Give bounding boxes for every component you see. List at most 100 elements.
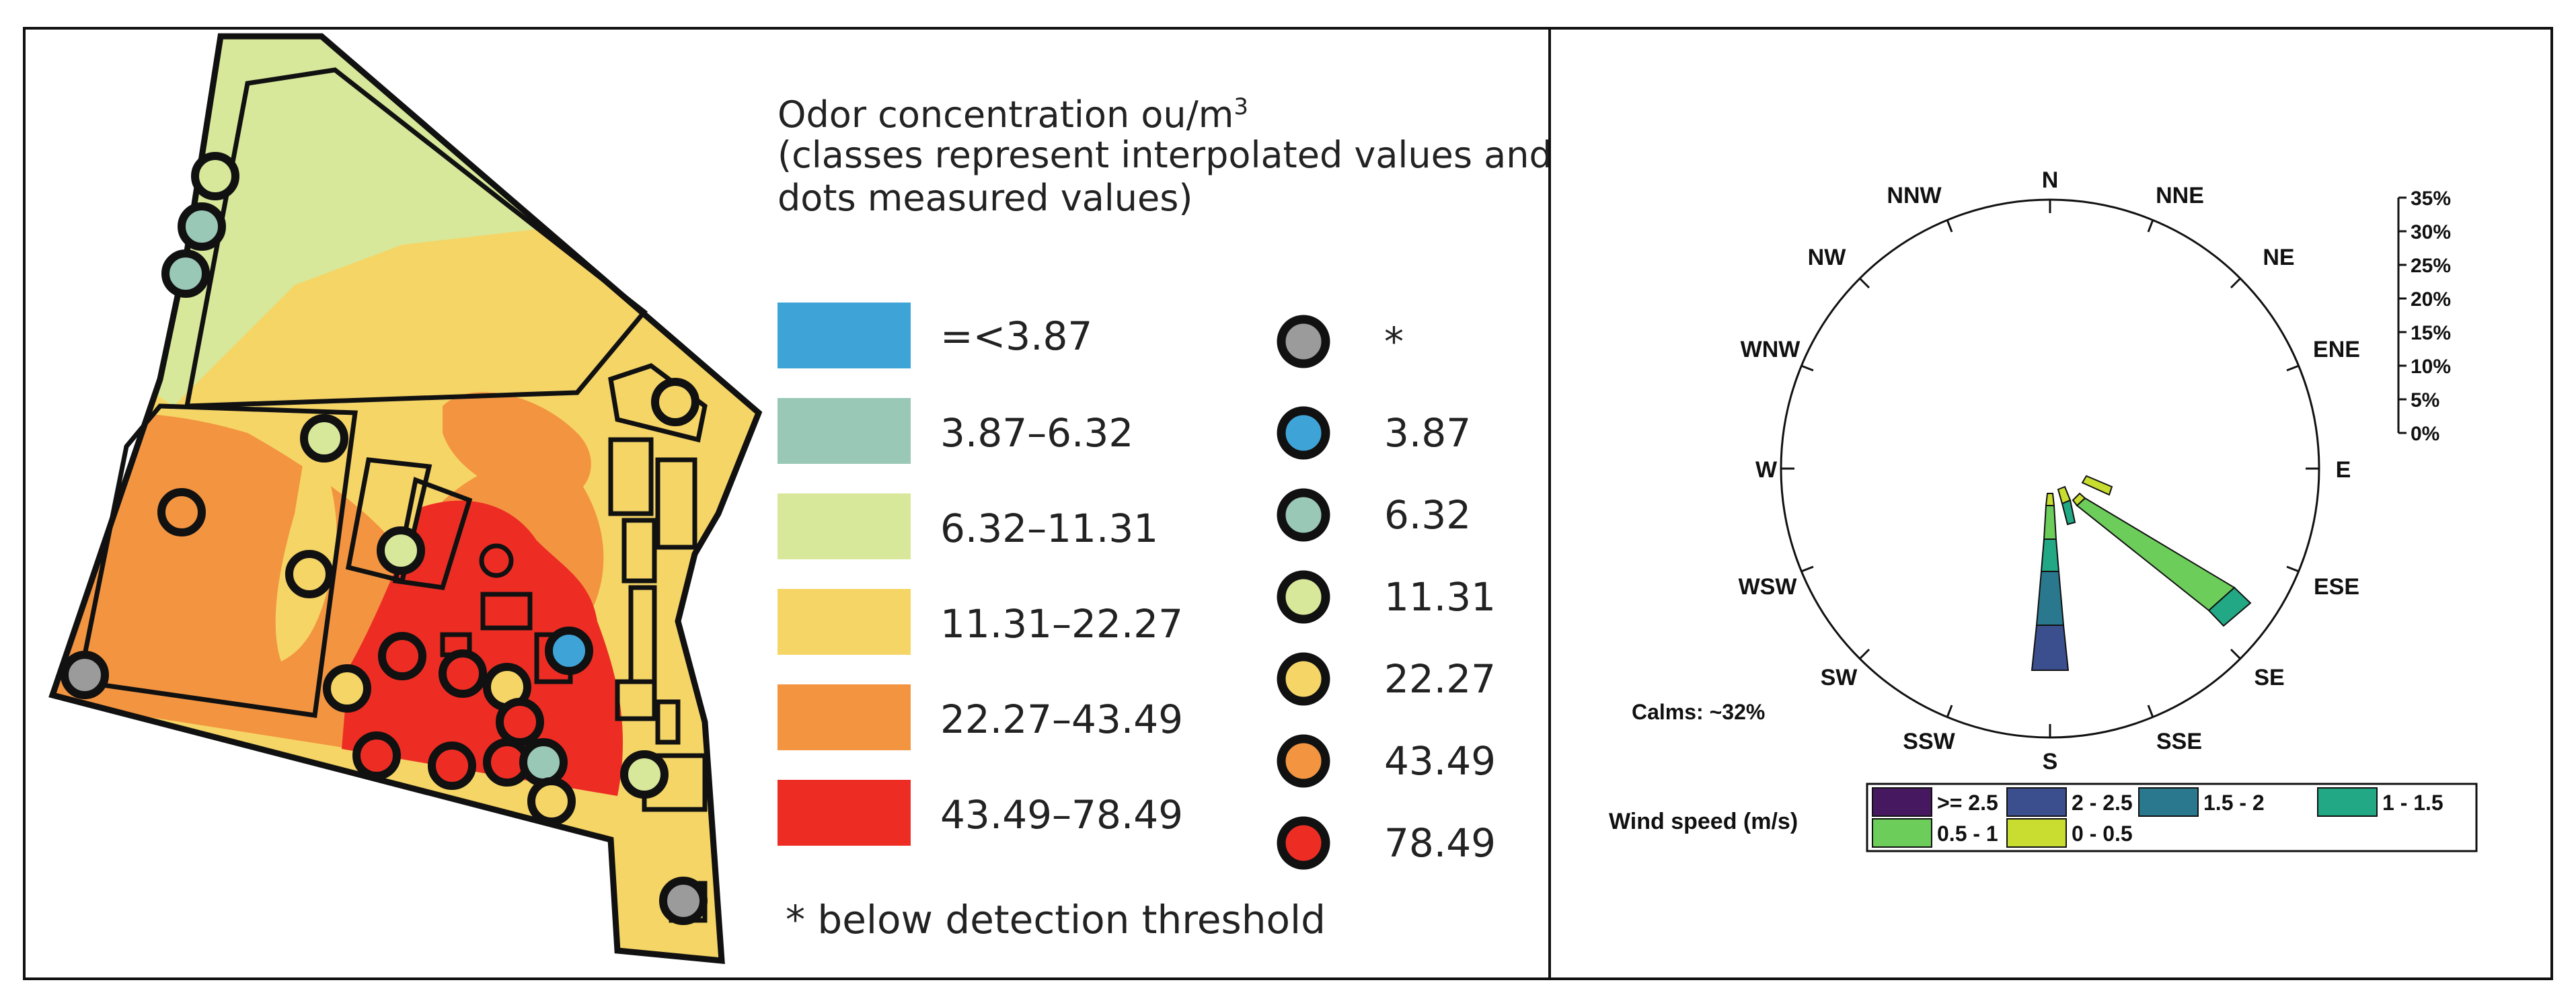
dir-label: ENE (2313, 337, 2360, 362)
class-swatch (778, 303, 911, 368)
legend-title: Odor concentration ou/m3 (778, 93, 1249, 136)
speed-swatch (1872, 818, 1932, 848)
point-label: 78.49 (1384, 820, 1497, 866)
point-11.31 (191, 152, 239, 200)
petal-s-2-2.5 (2031, 625, 2070, 671)
class-label: 22.27–43.49 (940, 696, 1184, 742)
legend-subtitle-1: (classes represent interpolated values a… (778, 134, 1552, 176)
speed-swatch (2317, 787, 2378, 817)
odor-map-panel: Odor concentration ou/m3 (classes repres… (23, 27, 1552, 980)
point-11.31 (377, 526, 425, 575)
dir-label: WSW (1739, 574, 1798, 600)
point-22.27 (527, 777, 576, 826)
petal-sse-1-1.5 (2061, 499, 2076, 526)
petal-ese-0-0.5 (2081, 475, 2113, 496)
point-label: 43.49 (1384, 738, 1497, 784)
calms-label: Calms: ~32% (1632, 700, 1765, 724)
class-label: =<3.87 (940, 313, 1093, 359)
wind-rose: N NNE NE ENE E ESE SE SSE S SSW SW WSW W… (1609, 167, 2478, 852)
point-11.31 (300, 414, 348, 463)
dir-label: W (1755, 457, 1778, 483)
scale-label: 0% (2411, 423, 2439, 445)
legend-subtitle-2: dots measured values) (778, 177, 1193, 219)
point-below-threshold (61, 651, 109, 699)
odor-map (48, 33, 763, 964)
point-78.49 (352, 731, 401, 780)
point-label: 3.87 (1384, 410, 1472, 456)
speed-swatch (2006, 818, 2067, 848)
class-label: 43.49–78.49 (940, 792, 1184, 838)
scale-label: 5% (2411, 389, 2439, 411)
speed-legend-items: >= 2.5 2 - 2.5 1.5 - 2 1 - 1.5 0.5 - 1 0… (1872, 787, 2444, 848)
rose-ticks (1781, 200, 2319, 737)
dir-label: NW (1808, 245, 1847, 270)
petal-se-0.5-1 (2076, 497, 2236, 612)
point-78.49 (378, 632, 426, 680)
class-label: 11.31–22.27 (940, 601, 1184, 647)
petal-se-0-0.5 (2072, 492, 2086, 507)
speed-swatch (2006, 787, 2067, 817)
class-swatch (778, 493, 911, 559)
dir-label: S (2043, 749, 2058, 774)
site-outlines (48, 33, 763, 964)
scale-label: 10% (2411, 356, 2451, 378)
scale-label: 15% (2411, 322, 2451, 344)
scale-label: 20% (2411, 288, 2451, 311)
point-6.32 (519, 738, 568, 787)
point-78.49 (428, 742, 476, 790)
dir-label: NNW (1887, 183, 1942, 208)
petals-s (2031, 493, 2070, 671)
dir-label: SE (2254, 665, 2284, 690)
zone-22-43b (443, 392, 591, 500)
interpolated-zones (52, 36, 759, 961)
dir-label: SW (1821, 665, 1858, 690)
point-6.32 (178, 202, 226, 251)
speed-label: 2 - 2.5 (2072, 791, 2133, 815)
class-swatch (778, 398, 911, 464)
speed-legend-title: Wind speed (m/s) (1609, 809, 1798, 834)
point-label: 11.31 (1384, 574, 1497, 620)
class-swatch (778, 589, 911, 655)
direction-labels: N NNE NE ENE E ESE SE SSE S SSW SW WSW W… (1739, 167, 2360, 774)
point-label: * (1384, 319, 1404, 364)
dir-label: SSW (1903, 729, 1955, 754)
point-6.32 (161, 249, 210, 298)
percent-scale: 35% 30% 25% 20% 15% 10% 5% 0% (2397, 188, 2451, 445)
dir-label: WNW (1741, 337, 1801, 362)
point-43.49 (157, 488, 206, 536)
class-swatch (778, 684, 911, 750)
scale-label: 25% (2411, 255, 2451, 277)
point-22.27 (323, 664, 371, 713)
petal-s-1-1.5 (2040, 538, 2060, 572)
class-label: 3.87–6.32 (940, 410, 1134, 456)
petal-sse-0-0.5 (2057, 485, 2072, 505)
point-below-threshold (659, 877, 708, 925)
speed-label: 1.5 - 2 (2203, 791, 2265, 815)
petals-ese (2081, 475, 2113, 496)
point-22.27 (651, 378, 699, 426)
speed-label: >= 2.5 (1937, 791, 1998, 815)
petals-sse (2057, 485, 2076, 526)
point-78.49 (439, 649, 487, 698)
speed-label: 0.5 - 1 (1937, 822, 1998, 846)
point-label: 6.32 (1384, 492, 1472, 538)
dir-label: N (2042, 167, 2059, 193)
point-label: 22.27 (1384, 656, 1497, 702)
speed-swatch (1872, 787, 1932, 817)
wind-rose-panel: N NNE NE ENE E ESE SE SSE S SSW SW WSW W… (1548, 27, 2553, 980)
zone-11-22b (275, 433, 337, 662)
dir-label: NNE (2156, 183, 2204, 208)
petal-s-1.5-2 (2035, 571, 2065, 626)
dir-label: NE (2263, 245, 2294, 270)
detection-threshold-note: * below detection threshold (786, 897, 1326, 943)
zone-43-78 (342, 500, 623, 796)
point-3.87 (545, 627, 593, 675)
speed-label: 0 - 0.5 (2072, 822, 2133, 846)
dir-label: ESE (2314, 574, 2359, 600)
class-swatch (778, 780, 911, 846)
dir-label: SSE (2156, 729, 2202, 754)
class-label: 6.32–11.31 (940, 506, 1159, 551)
scale-label: 30% (2411, 221, 2451, 243)
speed-label: 1 - 1.5 (2382, 791, 2444, 815)
scale-label: 35% (2411, 188, 2451, 210)
